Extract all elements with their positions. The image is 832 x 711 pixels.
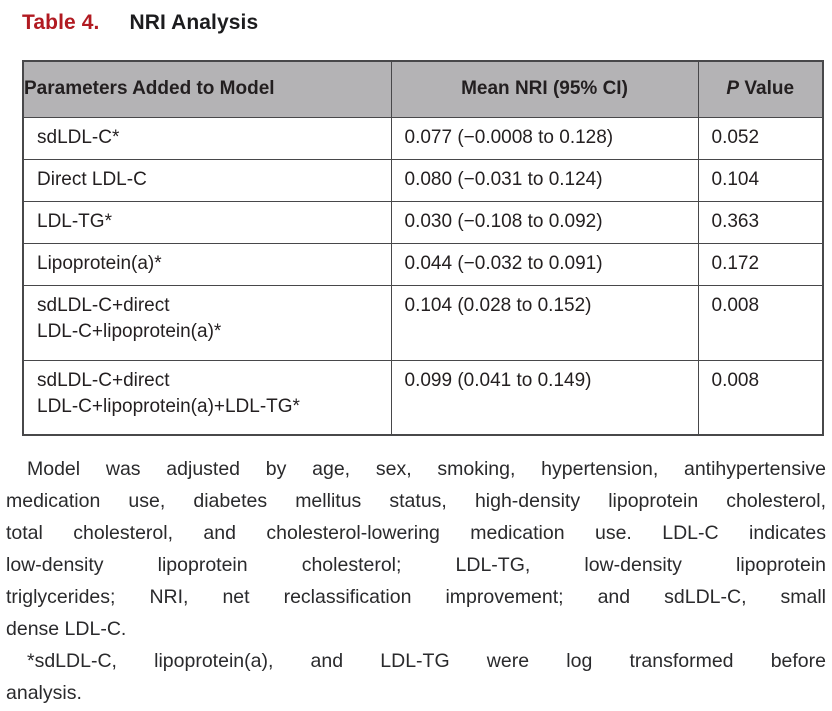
header-row: Parameters Added to Model Mean NRI (95% … (22, 60, 824, 118)
cell-parameter: LDL-TG* (22, 200, 392, 244)
footnote-line: Model was adjusted by age, sex, smoking,… (27, 458, 826, 480)
cell-mean-nri: 0.080 (−0.031 to 0.124) (390, 158, 699, 202)
cell-mean-nri: 0.104 (0.028 to 0.152) (390, 284, 699, 361)
footnote-line: analysis. (6, 682, 82, 704)
table-row: LDL-TG* 0.030 (−0.108 to 0.092) 0.363 (22, 200, 824, 244)
col-header-parameters: Parameters Added to Model (22, 60, 392, 118)
footnote-line: triglycerides; NRI, net reclassification… (6, 586, 826, 608)
cell-p-value: 0.052 (697, 116, 824, 160)
table-row: Lipoprotein(a)* 0.044 (−0.032 to 0.091) … (22, 242, 824, 286)
table-row: sdLDL-C+direct LDL-C+lipoprotein(a)* 0.1… (22, 284, 824, 361)
cell-parameter: Lipoprotein(a)* (22, 242, 392, 286)
cell-mean-nri: 0.099 (0.041 to 0.149) (390, 359, 699, 436)
cell-p-value: 0.008 (697, 284, 824, 361)
footnote-line: low-density lipoprotein cholesterol; LDL… (6, 554, 826, 576)
cell-p-value: 0.008 (697, 359, 824, 436)
col-header-mean-nri: Mean NRI (95% CI) (390, 60, 699, 118)
table-name: NRI Analysis (129, 11, 259, 34)
cell-mean-nri: 0.044 (−0.032 to 0.091) (390, 242, 699, 286)
table-footnotes: Model was adjusted by age, sex, smoking,… (6, 453, 826, 709)
cell-parameter: sdLDL-C* (22, 116, 392, 160)
cell-p-value: 0.104 (697, 158, 824, 202)
cell-mean-nri: 0.077 (−0.0008 to 0.128) (390, 116, 699, 160)
table-row: sdLDL-C+direct LDL-C+lipoprotein(a)+LDL-… (22, 359, 824, 436)
cell-parameter: Direct LDL-C (22, 158, 392, 202)
cell-mean-nri: 0.030 (−0.108 to 0.092) (390, 200, 699, 244)
nri-analysis-table: Parameters Added to Model Mean NRI (95% … (22, 60, 824, 436)
col-header-p-value: P Value (697, 60, 824, 118)
table-row: sdLDL-C* 0.077 (−0.0008 to 0.128) 0.052 (22, 116, 824, 160)
footnote-model-adjustment: Model was adjusted by age, sex, smoking,… (6, 453, 826, 645)
p-value-italic-p: P (726, 78, 740, 100)
cell-parameter: sdLDL-C+direct LDL-C+lipoprotein(a)* (22, 284, 392, 361)
table-row: Direct LDL-C 0.080 (−0.031 to 0.124) 0.1… (22, 158, 824, 202)
footnote-line: *sdLDL-C, lipoprotein(a), and LDL-TG wer… (27, 650, 826, 672)
cell-p-value: 0.363 (697, 200, 824, 244)
p-value-rest: Value (744, 78, 795, 100)
footnote-line: dense LDL-C. (6, 618, 127, 640)
table-number: Table 4. (22, 11, 100, 34)
footnote-line: medication use, diabetes mellitus status… (6, 490, 826, 512)
table-title: Table 4. NRI Analysis (22, 11, 832, 35)
cell-parameter: sdLDL-C+direct LDL-C+lipoprotein(a)+LDL-… (22, 359, 392, 436)
footnote-log-transform: *sdLDL-C, lipoprotein(a), and LDL-TG wer… (6, 645, 826, 709)
cell-p-value: 0.172 (697, 242, 824, 286)
footnote-line: total cholesterol, and cholesterol-lower… (6, 522, 826, 544)
